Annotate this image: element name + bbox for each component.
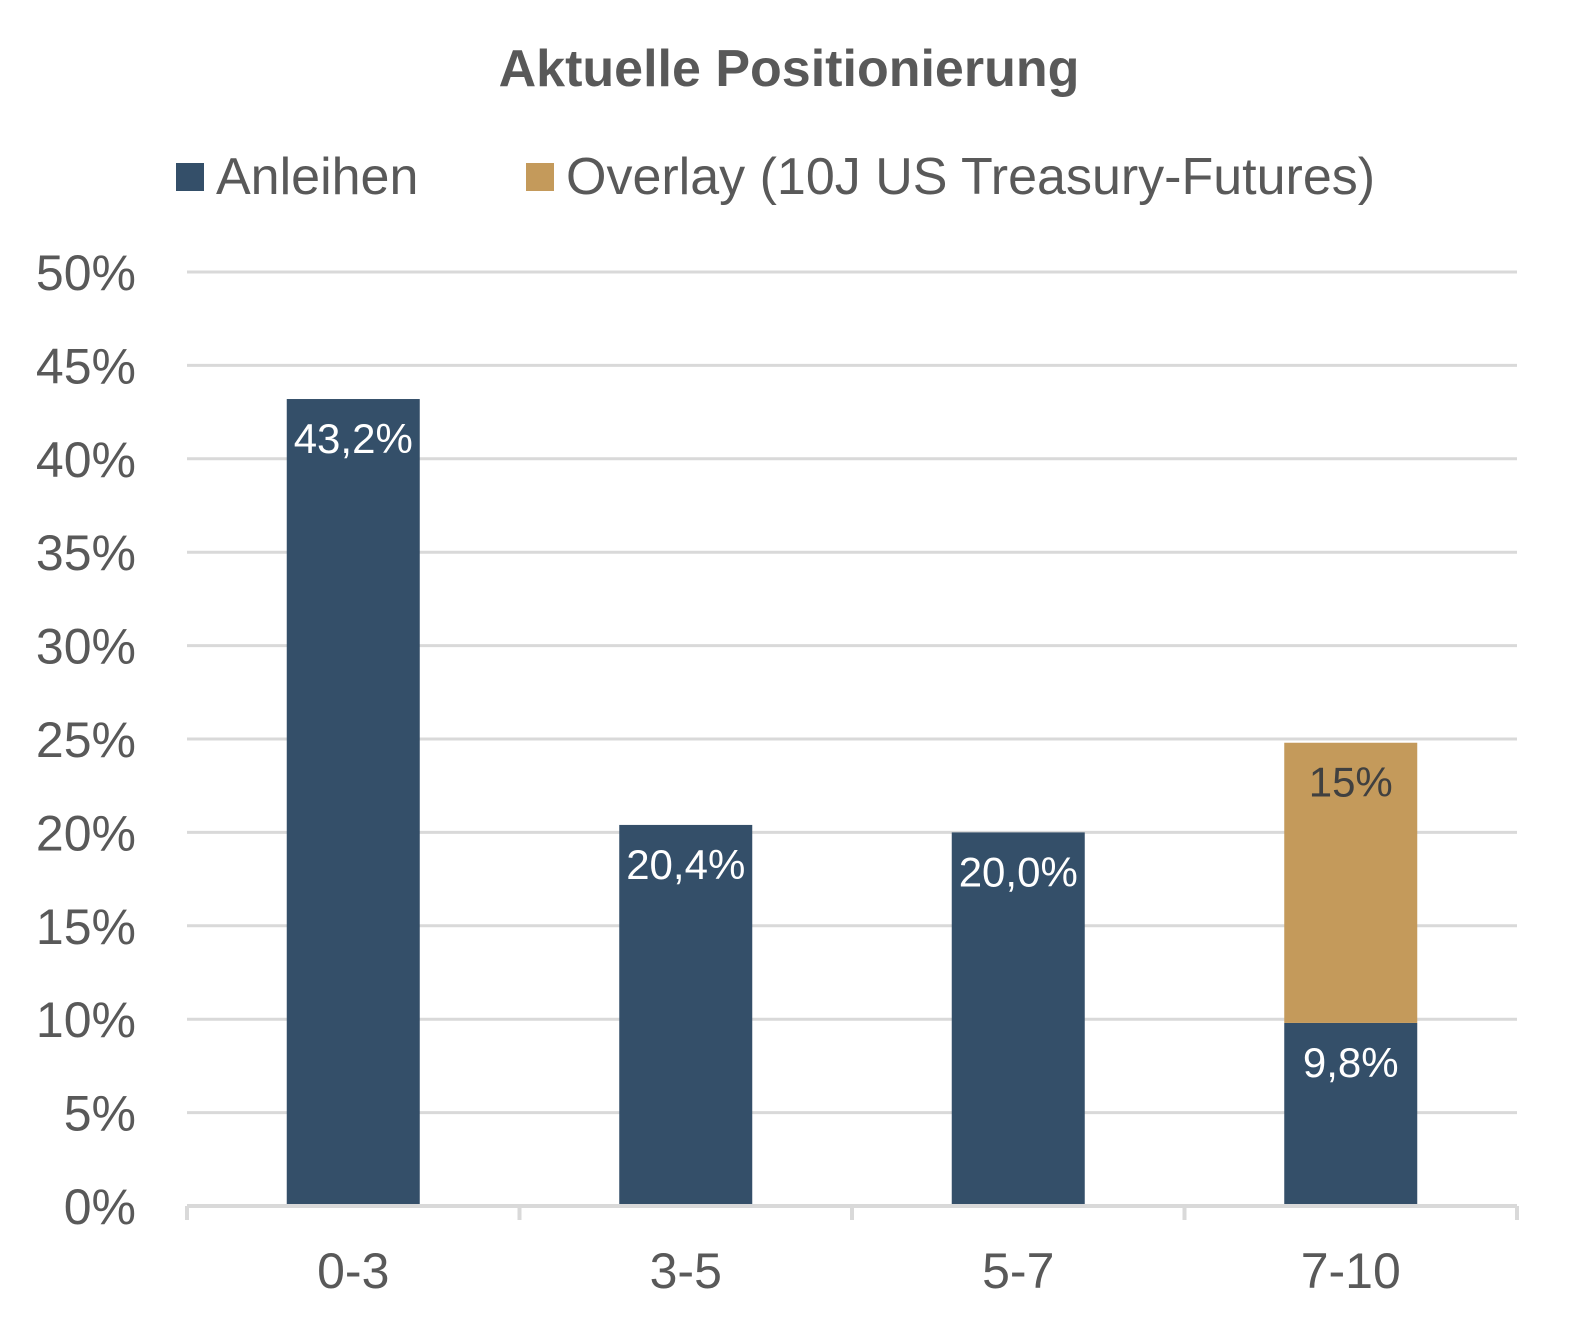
- y-axis-ticks: 0% 5% 10% 15% 20% 25% 30% 35% 40% 45% 50%: [36, 245, 136, 1235]
- y-tick-label: 35%: [36, 525, 136, 581]
- x-tick-label: 0-3: [317, 1243, 389, 1299]
- legend-label-overlay: Overlay (10J US Treasury-Futures): [566, 148, 1375, 206]
- data-label: 15%: [1309, 759, 1393, 806]
- y-tick-label: 10%: [36, 992, 136, 1048]
- bar-anleihen: [619, 824, 753, 1206]
- y-tick-label: 25%: [36, 712, 136, 768]
- x-axis-ticks: 0-3 3-5 5-7 7-10: [317, 1243, 1401, 1299]
- legend: Anleihen Overlay (10J US Treasury-Future…: [176, 148, 1375, 206]
- y-tick-label: 30%: [36, 619, 136, 675]
- data-labels: 43,2% 20,4% 20,0% 9,8% 15%: [294, 415, 1399, 1086]
- data-label: 20,0%: [959, 848, 1078, 895]
- legend-swatch-overlay: [526, 163, 554, 191]
- y-tick-label: 40%: [36, 432, 136, 488]
- y-tick-label: 20%: [36, 805, 136, 861]
- chart-title: Aktuelle Positionierung: [499, 40, 1080, 98]
- bar-anleihen: [286, 399, 420, 1206]
- y-tick-label: 50%: [36, 245, 136, 301]
- data-label: 9,8%: [1303, 1039, 1399, 1086]
- legend-swatch-anleihen: [176, 163, 204, 191]
- bar-anleihen: [1284, 1022, 1418, 1206]
- bar-overlay: [1284, 742, 1418, 1023]
- y-tick-label: 0%: [64, 1179, 136, 1235]
- x-tick-label: 5-7: [982, 1243, 1054, 1299]
- legend-label-anleihen: Anleihen: [216, 148, 418, 206]
- x-tick-label: 7-10: [1301, 1243, 1401, 1299]
- bars: [286, 399, 1418, 1206]
- y-tick-label: 15%: [36, 899, 136, 955]
- bar-anleihen: [951, 832, 1085, 1206]
- data-label: 43,2%: [294, 415, 413, 462]
- y-tick-label: 45%: [36, 338, 136, 394]
- y-tick-label: 5%: [64, 1086, 136, 1142]
- x-axis: [185, 1204, 1519, 1220]
- data-label: 20,4%: [626, 841, 745, 888]
- x-tick-label: 3-5: [650, 1243, 722, 1299]
